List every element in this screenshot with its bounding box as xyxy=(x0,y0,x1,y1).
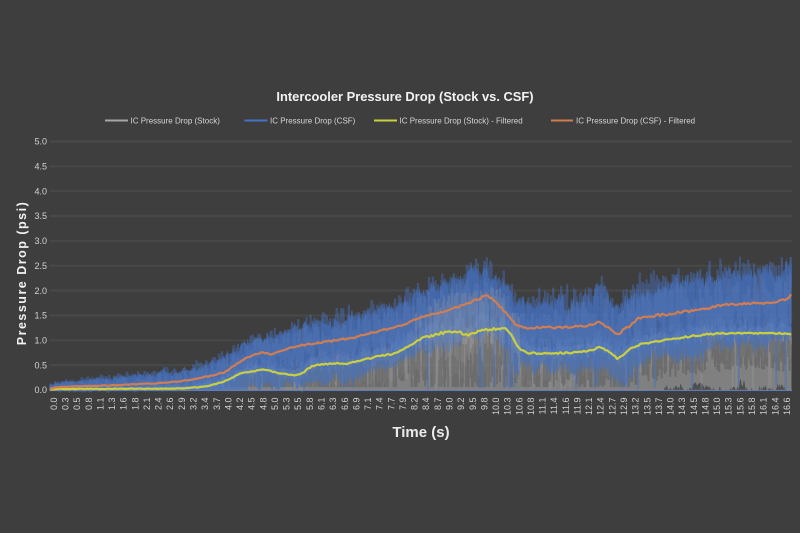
svg-text:11.6: 11.6 xyxy=(561,398,571,415)
svg-text:3.2: 3.2 xyxy=(189,398,199,411)
svg-text:8.4: 8.4 xyxy=(421,398,431,411)
svg-text:1.1: 1.1 xyxy=(95,398,105,411)
svg-text:5.0: 5.0 xyxy=(34,137,47,147)
svg-text:7.7: 7.7 xyxy=(386,398,396,411)
svg-text:14.3: 14.3 xyxy=(677,398,687,416)
svg-text:2.4: 2.4 xyxy=(154,398,164,411)
svg-text:1.3: 1.3 xyxy=(107,398,117,411)
svg-text:13.7: 13.7 xyxy=(654,398,664,416)
svg-text:4.5: 4.5 xyxy=(247,398,257,411)
svg-text:7.1: 7.1 xyxy=(363,398,373,411)
svg-text:12.7: 12.7 xyxy=(607,398,617,416)
svg-text:0.0: 0.0 xyxy=(34,385,47,395)
svg-text:3.0: 3.0 xyxy=(34,236,47,246)
svg-text:10.3: 10.3 xyxy=(503,398,513,416)
svg-text:12.9: 12.9 xyxy=(619,398,629,416)
svg-text:6.1: 6.1 xyxy=(317,398,327,411)
svg-text:11.4: 11.4 xyxy=(549,398,559,415)
svg-text:1.5: 1.5 xyxy=(34,311,47,321)
svg-text:14.8: 14.8 xyxy=(701,398,711,416)
svg-text:5.3: 5.3 xyxy=(282,398,292,411)
svg-text:14.5: 14.5 xyxy=(689,398,699,416)
svg-text:9.5: 9.5 xyxy=(468,398,478,411)
svg-text:4.8: 4.8 xyxy=(258,398,268,411)
svg-text:0.3: 0.3 xyxy=(61,398,71,411)
svg-text:2.6: 2.6 xyxy=(165,398,175,411)
svg-text:10.8: 10.8 xyxy=(526,398,536,416)
svg-text:Time (s): Time (s) xyxy=(392,424,449,441)
svg-text:8.7: 8.7 xyxy=(433,398,443,411)
svg-text:6.9: 6.9 xyxy=(351,398,361,411)
svg-text:IC Pressure Drop (Stock): IC Pressure Drop (Stock) xyxy=(131,117,221,126)
svg-text:7.9: 7.9 xyxy=(398,398,408,411)
svg-text:15.6: 15.6 xyxy=(735,398,745,416)
svg-text:0.5: 0.5 xyxy=(72,398,82,411)
svg-text:14.0: 14.0 xyxy=(666,398,676,416)
svg-text:1.8: 1.8 xyxy=(130,398,140,411)
svg-text:IC Pressure Drop (CSF): IC Pressure Drop (CSF) xyxy=(270,117,356,126)
svg-text:4.2: 4.2 xyxy=(235,398,245,411)
svg-text:7.4: 7.4 xyxy=(375,398,385,411)
svg-text:0.5: 0.5 xyxy=(34,360,47,370)
svg-text:16.4: 16.4 xyxy=(770,398,780,416)
svg-text:4.0: 4.0 xyxy=(223,398,233,411)
svg-text:4.5: 4.5 xyxy=(34,162,47,172)
svg-text:1.0: 1.0 xyxy=(34,336,47,346)
svg-text:15.8: 15.8 xyxy=(747,398,757,416)
svg-text:5.8: 5.8 xyxy=(305,398,315,411)
svg-text:Intercooler Pressure Drop (Sto: Intercooler Pressure Drop (Stock vs. CSF… xyxy=(276,89,533,104)
svg-text:2.9: 2.9 xyxy=(177,398,187,411)
svg-text:8.2: 8.2 xyxy=(410,398,420,411)
svg-text:3.7: 3.7 xyxy=(212,398,222,411)
svg-text:10.0: 10.0 xyxy=(491,398,501,416)
svg-text:3.5: 3.5 xyxy=(34,211,47,221)
svg-text:15.3: 15.3 xyxy=(724,398,734,416)
svg-text:IC Pressure Drop (CSF) - Filte: IC Pressure Drop (CSF) - Filtered xyxy=(576,117,695,126)
svg-text:4.0: 4.0 xyxy=(34,186,47,196)
svg-text:6.6: 6.6 xyxy=(340,398,350,411)
svg-text:2.0: 2.0 xyxy=(34,286,47,296)
svg-text:11.1: 11.1 xyxy=(538,398,548,415)
svg-text:15.0: 15.0 xyxy=(712,398,722,416)
svg-text:9.0: 9.0 xyxy=(445,398,455,411)
svg-text:3.4: 3.4 xyxy=(200,398,210,411)
svg-text:5.0: 5.0 xyxy=(270,398,280,411)
svg-text:10.6: 10.6 xyxy=(514,398,524,416)
svg-text:0.8: 0.8 xyxy=(84,398,94,411)
svg-text:0.0: 0.0 xyxy=(49,398,59,411)
svg-text:1.6: 1.6 xyxy=(119,398,129,411)
svg-text:5.5: 5.5 xyxy=(293,398,303,411)
svg-text:9.2: 9.2 xyxy=(456,398,466,411)
svg-text:13.2: 13.2 xyxy=(631,398,641,416)
svg-text:13.5: 13.5 xyxy=(642,398,652,416)
svg-text:12.4: 12.4 xyxy=(596,398,606,416)
svg-text:Pressure Drop (psi): Pressure Drop (psi) xyxy=(15,201,29,346)
svg-text:12.1: 12.1 xyxy=(584,398,594,416)
svg-text:16.6: 16.6 xyxy=(782,398,792,416)
svg-text:11.9: 11.9 xyxy=(573,398,583,415)
svg-text:2.1: 2.1 xyxy=(142,398,152,411)
svg-text:9.8: 9.8 xyxy=(479,398,489,411)
svg-text:IC Pressure Drop (Stock) - Fil: IC Pressure Drop (Stock) - Filtered xyxy=(400,117,523,126)
svg-text:2.5: 2.5 xyxy=(34,261,47,271)
svg-text:6.3: 6.3 xyxy=(328,398,338,411)
svg-text:16.1: 16.1 xyxy=(759,398,769,416)
